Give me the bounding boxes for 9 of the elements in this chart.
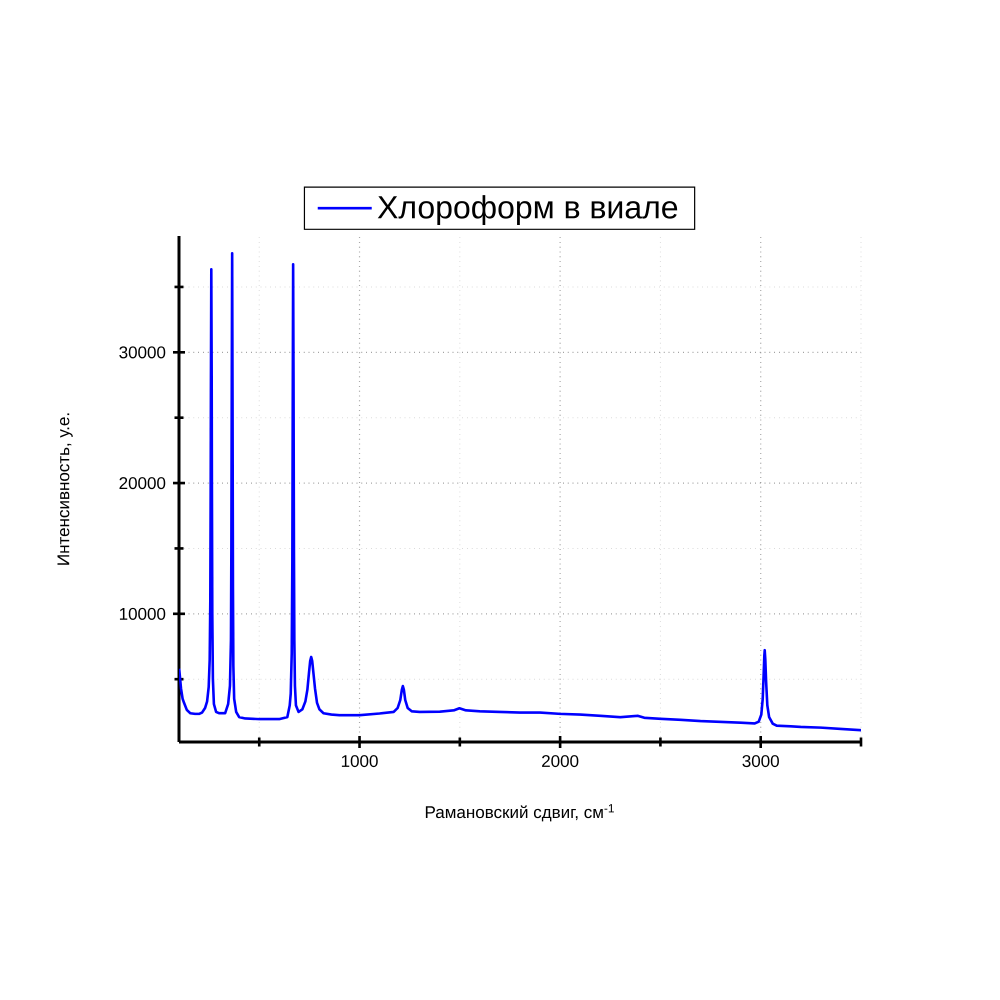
x-axis-title: Рамановский сдвиг, см$^{-1}$ <box>426 804 614 822</box>
x-tick-label: 1000 <box>342 755 378 768</box>
x-tick-label: 2000 <box>542 755 578 768</box>
x-tick-label: 3000 <box>742 755 779 768</box>
legend-label: Хлороформ в виале <box>378 195 678 225</box>
y-tick-label: 30000 <box>119 346 166 358</box>
y-tick-label: 10000 <box>120 608 166 620</box>
y-axis-title: Интенсивность, у.е. <box>57 413 73 565</box>
y-tick-label: 20000 <box>120 477 166 490</box>
